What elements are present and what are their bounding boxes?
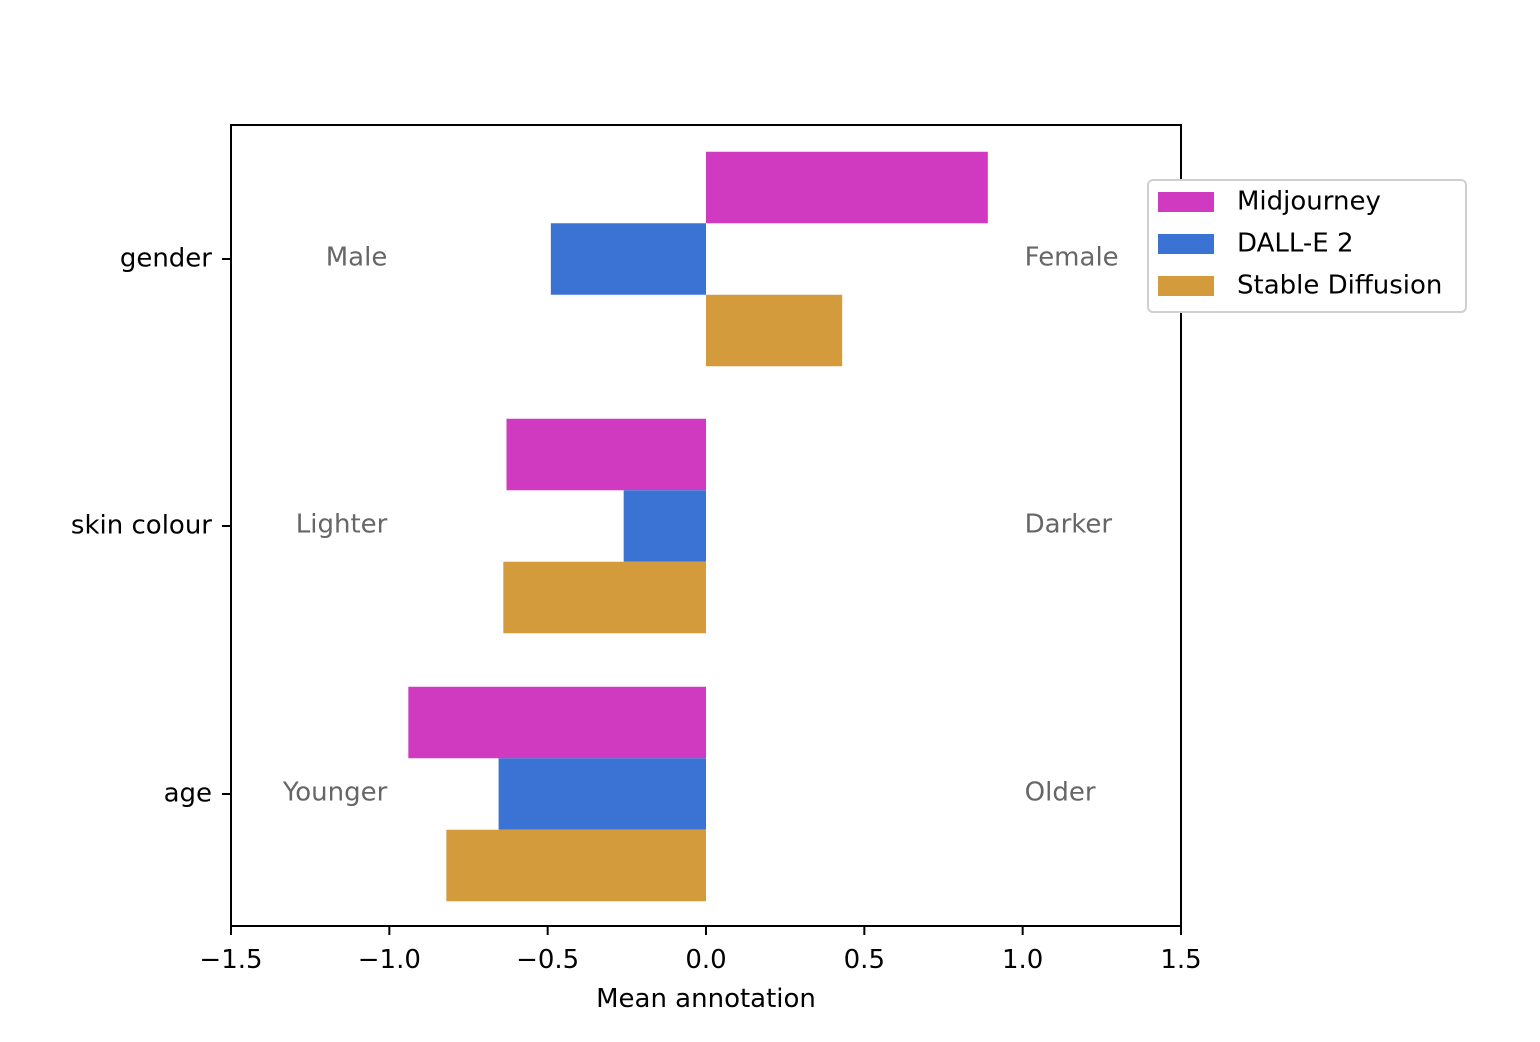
annotation-right-age: Older	[1025, 778, 1096, 808]
legend-swatch-stable-diffusion	[1158, 276, 1214, 296]
legend-label-stable-diffusion: Stable Diffusion	[1237, 271, 1442, 301]
x-axis-label: Mean annotation	[596, 984, 816, 1014]
x-axis: −1.5 −1.0 −0.5 0.0 0.5 1.0 1.5	[199, 926, 1202, 975]
annotation-right-skin-colour: Darker	[1025, 510, 1113, 540]
bar-age-stable-diffusion	[446, 829, 706, 902]
annotation-left-skin-colour: Lighter	[296, 510, 388, 540]
x-tick-label: −1.0	[358, 945, 421, 975]
legend-label-midjourney: Midjourney	[1237, 187, 1381, 217]
legend-swatch-dall-e-2	[1158, 234, 1214, 254]
bar-gender-midjourney	[706, 151, 988, 224]
bar-skin-colour-dall-e-2	[623, 490, 706, 562]
bars-layer	[408, 151, 988, 902]
legend: Midjourney DALL-E 2 Stable Diffusion	[1147, 179, 1467, 313]
legend-swatch-midjourney	[1158, 192, 1214, 212]
legend-label-dall-e-2: DALL-E 2	[1237, 229, 1353, 259]
x-tick-label: −0.5	[516, 945, 579, 975]
y-axis: gender skin colour age	[71, 244, 231, 809]
bar-skin-colour-midjourney	[506, 418, 706, 491]
x-tick-label: 0.5	[844, 945, 885, 975]
legend-frame	[1147, 179, 1467, 313]
bar-skin-colour-stable-diffusion	[503, 561, 706, 634]
bar-age-midjourney	[408, 686, 706, 759]
bar-gender-dall-e-2	[550, 223, 706, 295]
y-tick-label-gender: gender	[120, 244, 212, 274]
y-tick-label-skin-colour: skin colour	[71, 511, 212, 541]
y-tick-label-age: age	[164, 779, 212, 809]
bar-gender-stable-diffusion	[706, 294, 843, 367]
annotation-right-gender: Female	[1025, 243, 1119, 273]
bar-age-dall-e-2	[498, 758, 706, 830]
x-tick-label: 1.0	[1002, 945, 1043, 975]
x-tick-label: −1.5	[199, 945, 262, 975]
x-tick-label: 0.0	[685, 945, 726, 975]
annotation-left-gender: Male	[326, 243, 388, 273]
annotation-left-age: Younger	[282, 778, 388, 808]
annotations-layer: Male Female Lighter Darker Younger Older	[282, 243, 1119, 808]
x-tick-label: 1.5	[1160, 945, 1201, 975]
